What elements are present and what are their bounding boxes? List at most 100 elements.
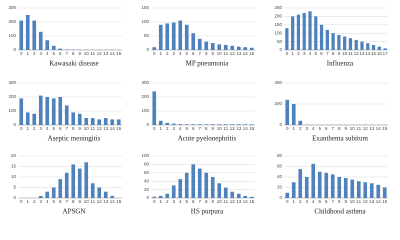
- x-tick-label: 12: [230, 126, 236, 131]
- x-tick-label: 4: [179, 199, 182, 204]
- bar: [45, 40, 50, 50]
- bar: [19, 20, 24, 50]
- bar: [51, 98, 56, 125]
- y-tick-label: 0: [13, 195, 16, 200]
- chart-title: Aseptic meningitis: [48, 135, 101, 143]
- x-tick-label: 5: [185, 51, 188, 56]
- x-tick-label: 15: [249, 51, 255, 56]
- y-tick-label: 100: [141, 19, 149, 24]
- x-tick-label: 8: [205, 199, 208, 204]
- x-tick-label: 13: [359, 51, 365, 56]
- x-tick-label: 8: [72, 199, 75, 204]
- bar: [298, 169, 303, 198]
- bar: [249, 47, 254, 50]
- bar: [204, 124, 209, 125]
- bar: [324, 172, 329, 198]
- x-tick-label: 6: [325, 199, 328, 204]
- x-tick-label: 11: [223, 199, 228, 204]
- x-tick-label: 8: [72, 51, 75, 56]
- bar: [317, 171, 322, 198]
- bar: [363, 182, 368, 198]
- bar: [343, 36, 347, 50]
- bar: [171, 185, 176, 198]
- y-tick-label: 200: [274, 14, 282, 19]
- x-tick-label: 13: [103, 51, 109, 56]
- x-tick-label: 6: [59, 199, 62, 204]
- bar: [366, 43, 370, 50]
- bar: [152, 91, 157, 125]
- x-tick-label: 14: [365, 51, 371, 56]
- x-tick-label: 13: [103, 126, 109, 131]
- bar: [71, 112, 76, 125]
- y-tick-label: 0: [146, 47, 149, 52]
- bar: [285, 192, 290, 198]
- bar: [249, 124, 254, 125]
- bar: [249, 196, 254, 198]
- y-tick-label: 40: [277, 174, 283, 179]
- y-tick-label: 100: [141, 153, 149, 158]
- x-tick-label: 8: [332, 51, 335, 56]
- bar: [337, 34, 341, 50]
- x-tick-label: 15: [382, 199, 388, 204]
- x-tick-label: 3: [172, 51, 175, 56]
- x-tick-label: 14: [243, 199, 249, 204]
- y-tick-label: 20: [11, 153, 17, 158]
- y-tick-label: 300: [8, 5, 16, 10]
- x-tick-label: 3: [305, 126, 308, 131]
- x-tick-label: 11: [356, 199, 361, 204]
- bar: [97, 119, 102, 125]
- y-tick-label: 250: [274, 5, 282, 10]
- bar: [58, 179, 63, 198]
- x-tick-label: 13: [103, 199, 109, 204]
- x-tick-label: 17: [383, 51, 389, 56]
- x-tick-label: 9: [344, 126, 347, 131]
- bar: [25, 15, 30, 50]
- bar: [158, 195, 163, 198]
- chart-title: APSGN: [63, 208, 86, 216]
- bar: [308, 11, 312, 50]
- x-tick-label: 11: [223, 126, 228, 131]
- bar: [64, 172, 69, 198]
- x-tick-label: 5: [52, 126, 55, 131]
- bar: [158, 120, 163, 125]
- x-tick-label: 15: [116, 199, 122, 204]
- x-tick-label: 15: [382, 126, 388, 131]
- y-tick-label: 200: [8, 19, 16, 24]
- x-tick-label: 0: [153, 51, 156, 56]
- x-tick-label: 13: [369, 126, 375, 131]
- x-tick-label: 2: [33, 126, 36, 131]
- x-tick-label: 7: [326, 51, 329, 56]
- x-tick-label: 11: [90, 51, 95, 56]
- y-tick-label: 200: [274, 101, 282, 106]
- x-tick-label: 14: [243, 51, 249, 56]
- bar: [304, 177, 309, 198]
- bar: [110, 119, 115, 125]
- x-tick-label: 4: [46, 199, 49, 204]
- y-tick-label: 100: [8, 108, 16, 113]
- x-tick-label: 7: [198, 51, 201, 56]
- x-tick-label: 9: [338, 51, 341, 56]
- x-tick-label: 15: [116, 51, 122, 56]
- bar: [191, 33, 196, 50]
- y-tick-label: 300: [141, 80, 149, 85]
- bar: [51, 187, 56, 198]
- x-tick-label: 10: [84, 199, 90, 204]
- x-tick-label: 12: [363, 199, 369, 204]
- bar: [243, 195, 248, 198]
- bar: [343, 178, 348, 198]
- bar: [64, 49, 69, 50]
- bar: [25, 112, 30, 125]
- x-tick-label: 1: [26, 199, 29, 204]
- x-tick-label: 11: [90, 126, 95, 131]
- x-tick-label: 9: [78, 51, 81, 56]
- x-tick-label: 4: [46, 51, 49, 56]
- y-tick-label: 150: [141, 5, 149, 10]
- y-tick-label: 15: [11, 164, 17, 169]
- x-tick-label: 7: [331, 199, 334, 204]
- bar: [291, 104, 296, 125]
- y-tick-label: 20: [277, 185, 283, 190]
- x-tick-label: 10: [342, 51, 348, 56]
- chart-title: Kawasaki disease: [49, 60, 99, 68]
- y-tick-label: 80: [277, 153, 283, 158]
- x-tick-label: 2: [33, 199, 36, 204]
